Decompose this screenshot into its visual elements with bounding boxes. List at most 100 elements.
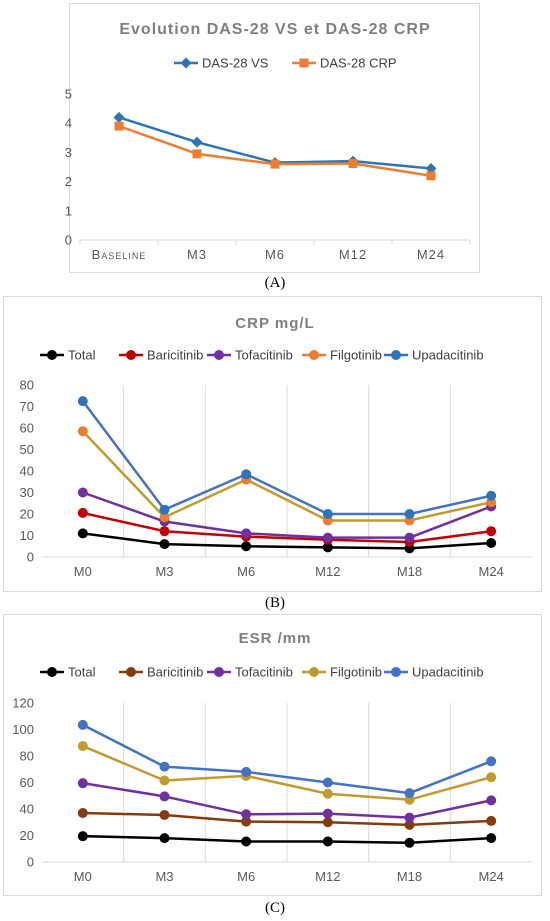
series-line <box>81 430 492 522</box>
data-point <box>404 794 415 805</box>
data-point <box>404 788 415 799</box>
chart-title: CRP mg/L <box>235 315 314 332</box>
legend-label: Filgotinib <box>330 665 382 680</box>
data-point <box>77 807 88 818</box>
series-line <box>82 834 492 845</box>
legend-label: Filgotinib <box>330 348 382 363</box>
panel-a: Evolution DAS-28 VS et DAS-28 CRP DAS-28 … <box>0 0 550 300</box>
x-tick-label: M24 <box>479 564 504 579</box>
data-point <box>270 159 280 169</box>
legend-label: DAS-28 VS <box>202 56 269 71</box>
data-point <box>486 497 497 508</box>
data-point <box>159 539 170 550</box>
caption-c: (C) <box>265 900 285 916</box>
data-point <box>322 808 333 819</box>
x-tick-label: M12 <box>315 564 340 579</box>
y-tick-label: 30 <box>20 485 34 500</box>
legend-swatch-marker <box>180 57 192 69</box>
data-point <box>241 528 252 539</box>
legend-swatch-marker <box>391 350 401 360</box>
data-point <box>486 756 497 767</box>
data-point <box>486 772 497 783</box>
legend-swatch-marker <box>214 350 224 360</box>
data-point <box>77 741 88 752</box>
x-tick-label: M12 <box>315 869 340 884</box>
chart-title: Evolution DAS-28 VS et DAS-28 CRP <box>119 21 430 38</box>
legend-label: Baricitinib <box>147 348 203 363</box>
series-line <box>82 811 492 827</box>
data-point <box>322 542 333 553</box>
data-point <box>404 509 415 519</box>
legend-swatch-marker <box>126 350 136 360</box>
chart-b-frame <box>3 296 542 592</box>
data-point <box>241 469 252 480</box>
data-point <box>486 795 497 806</box>
x-tick-label: Baseline <box>92 247 147 262</box>
series-line <box>82 781 492 819</box>
x-tick-label: M24 <box>417 247 445 262</box>
data-point <box>426 171 436 181</box>
series-line <box>82 491 492 539</box>
data-point <box>241 816 252 827</box>
data-point <box>241 474 252 485</box>
data-point <box>241 809 252 820</box>
legend-label: Tofacitinib <box>235 665 293 680</box>
y-tick-label: 100 <box>12 722 34 737</box>
x-tick-label: M6 <box>237 564 255 579</box>
data-point <box>159 516 170 527</box>
y-tick-label: 0 <box>27 855 34 870</box>
data-point <box>348 158 358 168</box>
x-tick-label: M3 <box>155 869 173 884</box>
legend-label: Total <box>68 665 96 680</box>
data-point <box>77 396 88 407</box>
legend-swatch-marker <box>126 667 136 677</box>
y-tick-label: 120 <box>12 696 34 711</box>
y-tick-label: 5 <box>65 87 72 102</box>
series-line <box>81 400 492 516</box>
data-point <box>241 836 252 847</box>
data-point <box>322 509 333 519</box>
data-point <box>159 504 170 515</box>
data-point <box>404 543 415 554</box>
chart-c-frame <box>3 614 542 896</box>
legend-swatch-marker <box>391 667 401 677</box>
legend-label: Tofacitinib <box>235 348 293 363</box>
y-tick-label: 20 <box>20 507 34 522</box>
data-point <box>322 515 333 526</box>
series-line <box>82 723 492 795</box>
legend-swatch-marker <box>47 350 57 360</box>
x-tick-label: M3 <box>187 247 207 262</box>
data-point <box>77 528 88 539</box>
series-line <box>82 532 492 550</box>
data-point <box>159 833 170 844</box>
data-point <box>486 526 497 537</box>
data-point <box>159 526 170 537</box>
data-point <box>192 149 202 159</box>
chart-a: Evolution DAS-28 VS et DAS-28 CRP DAS-28 … <box>65 21 471 262</box>
data-point <box>159 809 170 820</box>
chart-title: ESR /mm <box>239 630 312 647</box>
data-point <box>241 541 252 552</box>
data-point <box>77 487 88 498</box>
legend-swatch-marker <box>309 350 319 360</box>
x-tick-label: M12 <box>339 247 367 262</box>
y-tick-label: 0 <box>65 233 72 248</box>
data-point <box>113 111 125 123</box>
data-point <box>486 538 497 549</box>
data-point <box>159 775 170 786</box>
y-tick-label: 10 <box>20 528 34 543</box>
y-tick-label: 60 <box>20 421 34 436</box>
data-point <box>404 819 415 830</box>
series-line <box>82 511 492 544</box>
data-point <box>77 719 88 730</box>
data-point <box>241 531 252 542</box>
y-tick-label: 40 <box>20 464 34 479</box>
legend-label: DAS-28 CRP <box>320 56 397 71</box>
legend-label: Upadacitinib <box>412 665 484 680</box>
data-point <box>486 833 497 844</box>
series-line <box>82 744 492 801</box>
y-tick-label: 1 <box>65 203 72 218</box>
x-tick-label: M6 <box>237 869 255 884</box>
data-point <box>322 836 333 847</box>
x-tick-label: M0 <box>74 869 92 884</box>
